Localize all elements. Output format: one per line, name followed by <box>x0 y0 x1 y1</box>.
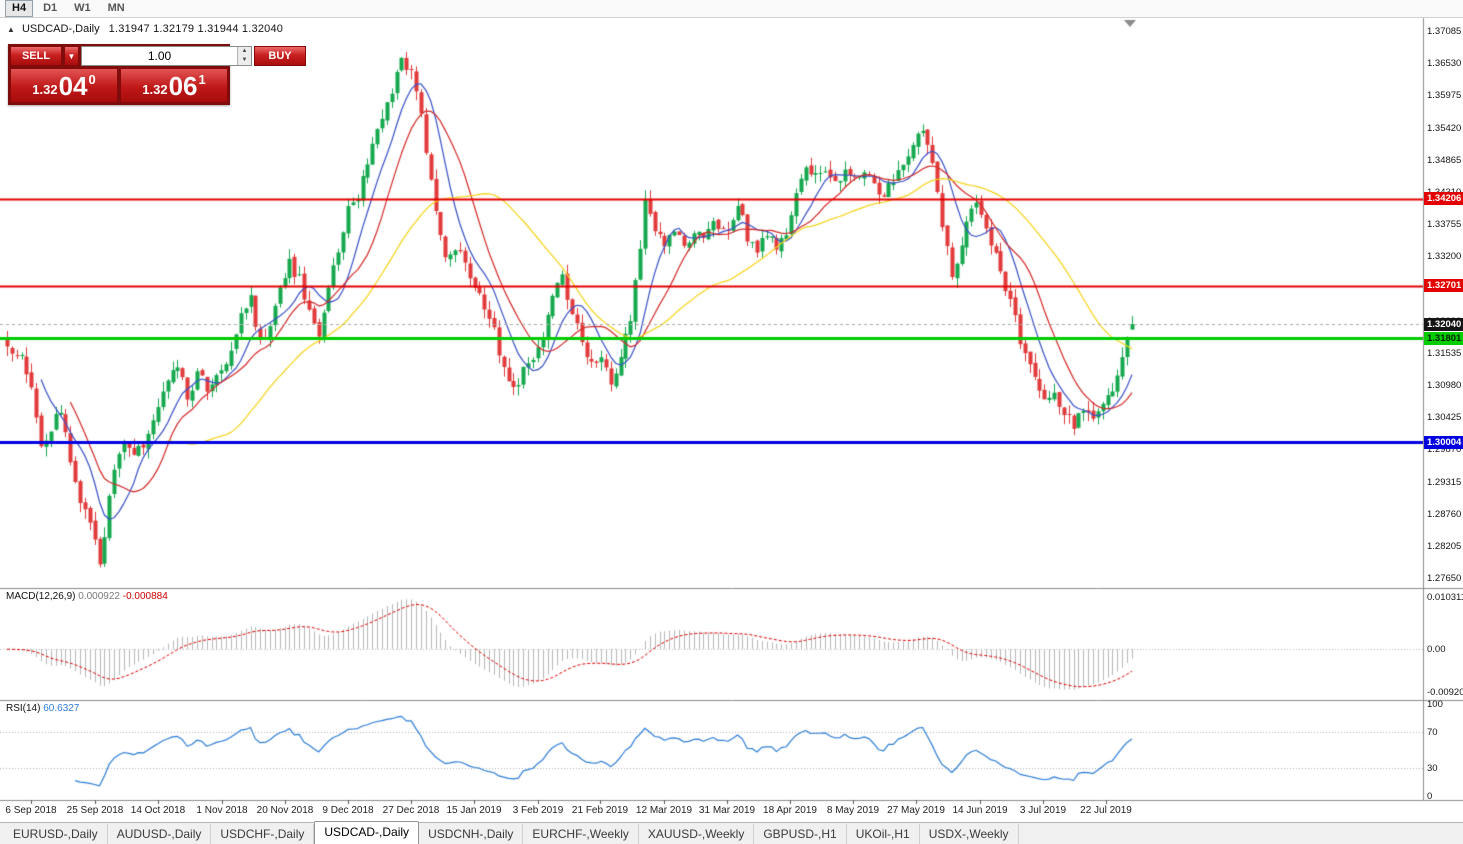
chart-tab-eurchf-weekly[interactable]: EURCHF-,Weekly <box>523 824 639 844</box>
price-axis-label: 1.33200 <box>1427 251 1462 263</box>
timeframe-button-mn[interactable]: MN <box>107 2 125 14</box>
date-axis-label: 18 Apr 2019 <box>763 805 817 816</box>
price-tag: 1.30004 <box>1424 435 1463 449</box>
date-axis-label: 8 May 2019 <box>826 805 880 816</box>
volume-dropdown-button[interactable]: ▼ <box>64 46 79 66</box>
timeframe-button-d1[interactable]: D1 <box>43 2 58 14</box>
macd-axis-min: -0.009203 <box>1427 687 1463 698</box>
date-axis-label: 21 Feb 2019 <box>571 805 629 816</box>
date-axis-label: 14 Jun 2019 <box>952 805 1008 816</box>
one-click-trade-panel: SELL ▼ ▲ ▼ BUY 1.32 04 0 1.32 06 1 <box>8 44 306 105</box>
rsi-axis-label: 30 <box>1427 763 1438 775</box>
price-axis-label: 1.36530 <box>1427 58 1462 70</box>
date-axis-label: 9 Dec 2018 <box>322 805 374 816</box>
price-axis-label: 1.28205 <box>1427 541 1462 553</box>
sell-price-big: 04 <box>58 70 88 101</box>
chart-ohlc-values: 1.31947 1.32179 1.31944 1.32040 <box>108 23 284 35</box>
volume-up-button[interactable]: ▲ <box>238 47 251 56</box>
timeframe-toolbar: H4 D1 W1 MN <box>0 0 1463 18</box>
price-axis-label: 1.29870 <box>1427 444 1462 456</box>
price-axis-label: 1.27650 <box>1427 573 1462 585</box>
price-axis-label: 1.30980 <box>1427 380 1462 392</box>
sell-price-sup: 0 <box>88 71 96 87</box>
sell-price-prefix: 1.32 <box>32 82 58 97</box>
chart-tab-gbpusd-h1[interactable]: GBPUSD-,H1 <box>754 824 847 844</box>
price-axis-label: 1.28760 <box>1427 508 1462 520</box>
date-axis-label: 20 Nov 2018 <box>256 805 314 816</box>
date-axis-label: 27 Dec 2018 <box>382 805 440 816</box>
date-axis-label: 12 Mar 2019 <box>635 805 693 816</box>
macd-axis-max: 0.010311 <box>1427 592 1463 603</box>
buy-price-prefix: 1.32 <box>142 82 168 97</box>
rsi-params: RSI(14) <box>6 703 41 714</box>
date-axis-label: 14 Oct 2018 <box>130 805 186 816</box>
macd-indicator-label: MACD(12,26,9) 0.000922 -0.000884 <box>6 591 168 602</box>
volume-field: ▲ ▼ <box>81 46 252 66</box>
price-tag: 1.32701 <box>1424 279 1463 293</box>
trade-panel-top-row: SELL ▼ ▲ ▼ BUY <box>10 46 306 66</box>
sell-price-button[interactable]: 1.32 04 0 <box>10 68 118 103</box>
date-axis-label: 22 Jul 2019 <box>1080 805 1132 816</box>
chart-tab-eurusd-daily[interactable]: EURUSD-,Daily <box>4 824 108 844</box>
volume-down-button[interactable]: ▼ <box>238 56 251 65</box>
macd-main-value: 0.000922 <box>78 591 120 602</box>
price-axis-label: 1.35975 <box>1427 90 1462 102</box>
date-axis-label: 3 Jul 2019 <box>1019 805 1067 816</box>
timeframe-button-h4[interactable]: H4 <box>5 0 34 17</box>
macd-axis-zero: 0.00 <box>1427 644 1446 656</box>
chart-tabbar: EURUSD-,Daily AUDUSD-,Daily USDCHF-,Daily U… <box>0 821 1463 844</box>
price-axis-label: 1.31535 <box>1427 347 1462 359</box>
rsi-axis-label: 0 <box>1427 791 1433 802</box>
rsi-axis-label: 100 <box>1427 699 1443 710</box>
volume-input[interactable] <box>82 47 237 65</box>
price-tag: 1.32040 <box>1424 317 1463 331</box>
chart-tab-usdx-weekly[interactable]: USDX-,Weekly <box>920 824 1019 844</box>
price-tag: 1.34206 <box>1424 192 1463 206</box>
date-axis-label: 6 Sep 2018 <box>5 805 57 816</box>
date-axis-label: 31 Mar 2019 <box>698 805 756 816</box>
price-axis: 1.370851.365301.359751.354201.348651.343… <box>1424 18 1463 820</box>
price-axis-label: 1.29315 <box>1427 476 1462 488</box>
chart-tab-xauusd-weekly[interactable]: XAUUSD-,Weekly <box>639 824 755 844</box>
price-axis-label: 1.34865 <box>1427 154 1462 166</box>
price-axis-label: 1.37085 <box>1427 26 1462 38</box>
rsi-indicator-label: RSI(14) 60.6327 <box>6 703 79 714</box>
date-axis-label: 25 Sep 2018 <box>66 805 124 816</box>
buy-button[interactable]: BUY <box>254 46 306 66</box>
chart-symbol-label: USDCAD-,Daily <box>21 23 100 35</box>
chart-tab-ukoil-h1[interactable]: UKOil-,H1 <box>847 824 920 844</box>
trade-panel-price-row: 1.32 04 0 1.32 06 1 <box>10 68 228 103</box>
volume-spinner: ▲ ▼ <box>237 47 251 65</box>
price-tag: 1.31801 <box>1424 331 1463 345</box>
chart-tab-usdchf-daily[interactable]: USDCHF-,Daily <box>211 824 315 844</box>
price-axis-label: 1.30425 <box>1427 412 1462 424</box>
macd-params: MACD(12,26,9) <box>6 591 76 602</box>
macd-signal-value: -0.000884 <box>122 591 168 602</box>
date-axis: 6 Sep 2018 25 Sep 2018 14 Oct 2018 1 Nov 20… <box>0 801 1424 822</box>
price-axis-label: 1.33755 <box>1427 219 1462 231</box>
date-axis-label: 3 Feb 2019 <box>512 805 564 816</box>
rsi-axis-label: 70 <box>1427 726 1438 738</box>
date-axis-label: 15 Jan 2019 <box>446 805 502 816</box>
collapse-trade-panel-icon[interactable]: ▲ <box>7 25 15 34</box>
buy-price-sup: 1 <box>198 71 206 87</box>
price-axis-label: 1.35420 <box>1427 122 1462 134</box>
sell-button[interactable]: SELL <box>10 46 62 66</box>
chart-title: ▲ USDCAD-,Daily 1.31947 1.32179 1.31944 … <box>7 23 283 35</box>
buy-price-big: 06 <box>168 70 198 101</box>
buy-price-button[interactable]: 1.32 06 1 <box>120 68 228 103</box>
chart-tab-usdcnh-daily[interactable]: USDCNH-,Daily <box>419 824 524 844</box>
date-axis-label: 1 Nov 2018 <box>196 805 248 816</box>
timeframe-button-w1[interactable]: W1 <box>74 2 91 14</box>
date-axis-label: 27 May 2019 <box>887 805 945 816</box>
chart-tab-audusd-daily[interactable]: AUDUSD-,Daily <box>108 824 212 844</box>
chart-tab-usdcad-daily[interactable]: USDCAD-,Daily <box>314 821 420 844</box>
rsi-value: 60.6327 <box>43 703 80 714</box>
